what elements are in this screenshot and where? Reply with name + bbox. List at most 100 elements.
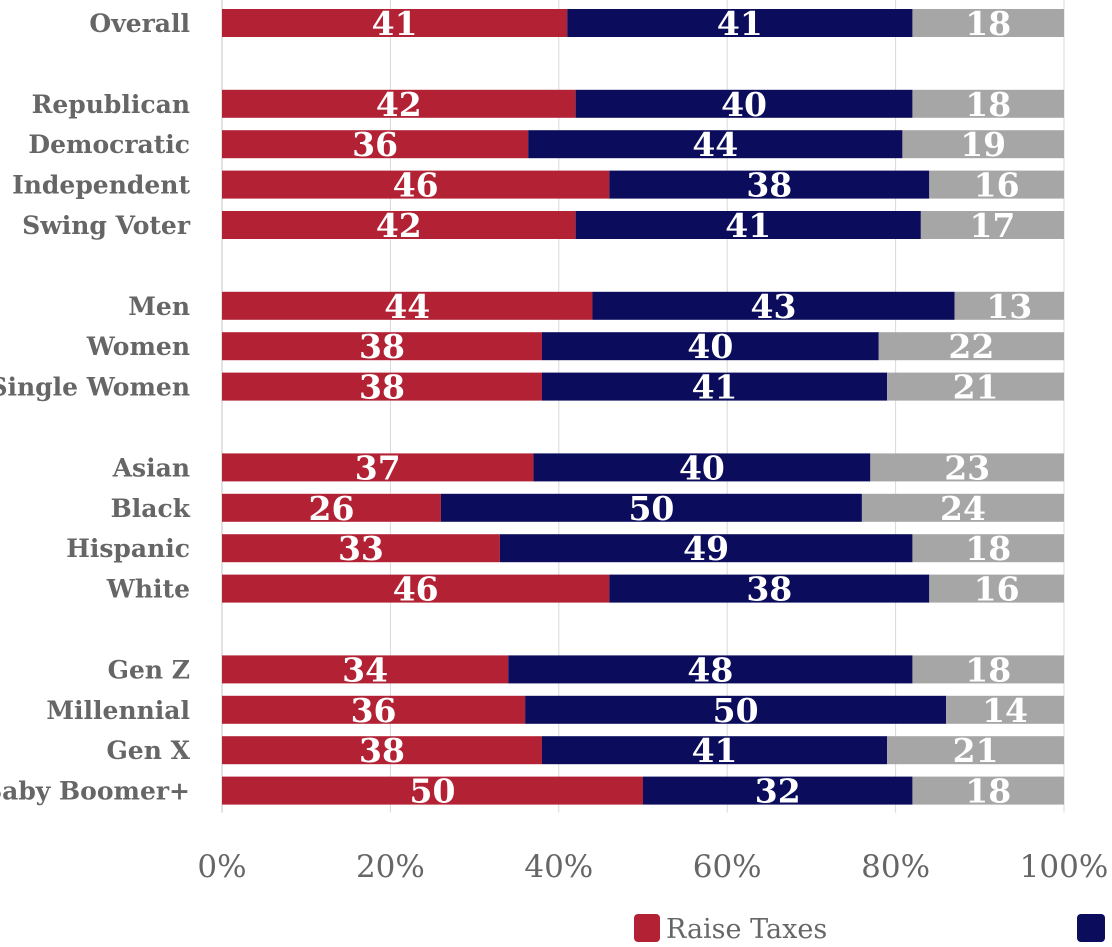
data-label: 41: [692, 731, 738, 770]
bar-segment: [222, 332, 542, 361]
x-tick-label: 40%: [524, 849, 593, 885]
category-label: Republican: [32, 90, 190, 119]
data-label: 46: [393, 570, 439, 609]
bar-segment: [912, 89, 1064, 118]
data-label: 42: [376, 85, 422, 124]
bar-segment: [222, 453, 534, 482]
data-label: 41: [372, 4, 418, 43]
bar-segment: [861, 493, 1064, 522]
bar-segment: [609, 574, 930, 603]
x-tick-label: 60%: [693, 849, 762, 885]
bar-segment: [541, 736, 888, 765]
bar-segment: [912, 655, 1064, 684]
bar-segment: [528, 130, 903, 159]
bar-segment: [567, 9, 913, 37]
bar-segment: [887, 736, 1064, 765]
bar-segment: [912, 9, 1064, 37]
data-label: 44: [384, 287, 430, 326]
category-label: Swing Voter: [22, 211, 191, 240]
bar-segment: [525, 695, 947, 724]
data-label: 18: [965, 529, 1011, 568]
data-label: 38: [359, 368, 405, 407]
data-label: 18: [965, 650, 1011, 689]
category-label: Democratic: [28, 130, 190, 159]
data-label: 46: [393, 166, 439, 205]
data-label: 18: [965, 4, 1011, 43]
data-label: 48: [687, 650, 733, 689]
bar-segment: [222, 89, 576, 118]
bar-segment: [222, 655, 509, 684]
data-label: 44: [692, 125, 738, 164]
data-label: 40: [679, 448, 725, 487]
bar-segment: [887, 372, 1064, 401]
bar-segment: [954, 291, 1064, 320]
data-label: 37: [355, 448, 401, 487]
data-label: 33: [338, 529, 384, 568]
bar-segment: [592, 291, 955, 320]
data-label: 40: [721, 85, 767, 124]
bar-segment: [222, 574, 610, 603]
data-label: 21: [953, 368, 999, 407]
bar-segment: [222, 736, 542, 765]
data-label: 13: [986, 287, 1032, 326]
data-label: 36: [351, 691, 397, 730]
data-label: 21: [953, 731, 999, 770]
bar-segment: [222, 493, 441, 522]
gridlines: [221, 0, 1065, 813]
data-label: 49: [683, 529, 729, 568]
bar-segment: [912, 776, 1064, 805]
category-label: Men: [128, 292, 190, 321]
category-label: White: [106, 575, 190, 604]
bar-segment: [508, 655, 913, 684]
data-label: 38: [359, 327, 405, 366]
bar-segment: [929, 170, 1064, 199]
legend-label: Raise Taxes: [666, 914, 827, 945]
bar-segment: [575, 89, 913, 118]
category-label: Millennial: [46, 696, 190, 725]
data-label: 19: [960, 125, 1006, 164]
bar-segment: [929, 574, 1064, 603]
bar-segment: [541, 372, 888, 401]
legend: Raise Taxes: [634, 914, 1105, 945]
x-tick-label: 100%: [1020, 849, 1109, 885]
bar-segment: [222, 291, 593, 320]
data-label: 16: [974, 166, 1020, 205]
category-label: Single Women: [0, 373, 190, 402]
bar-segment: [222, 9, 568, 37]
bar-segment: [222, 695, 526, 724]
bar-segment: [440, 493, 862, 522]
category-label: Asian: [112, 453, 190, 482]
bar-segment: [222, 372, 542, 401]
data-label: 32: [755, 772, 801, 811]
data-label: 14: [982, 691, 1028, 730]
data-label: 41: [725, 206, 771, 245]
data-label: 41: [717, 4, 763, 43]
bar-segment: [222, 534, 500, 563]
data-label: 34: [342, 650, 388, 689]
category-label: Independent: [12, 171, 190, 200]
category-label: Hispanic: [66, 534, 190, 563]
bar-segment: [609, 170, 930, 199]
bar-segment: [222, 776, 643, 805]
bar-segment: [499, 534, 913, 563]
bar-segment: [222, 211, 576, 239]
data-label: 38: [359, 731, 405, 770]
data-label: 24: [940, 489, 986, 528]
legend-swatch: [634, 914, 660, 942]
data-label: 16: [974, 570, 1020, 609]
x-tick-label: 0%: [197, 849, 246, 885]
data-label: 23: [944, 448, 990, 487]
data-label: 38: [746, 570, 792, 609]
bar-segment: [878, 332, 1064, 361]
data-label: 18: [965, 85, 1011, 124]
bar-segment: [575, 211, 921, 239]
x-tick-label: 80%: [861, 849, 930, 885]
bars: 41 41 18 42 40 18 36 44 19 46 38 16 42 41 17 44 43 13 38 40…: [222, 4, 1064, 811]
bar-segment: [222, 130, 529, 159]
data-label: 18: [965, 772, 1011, 811]
bar-segment: [920, 211, 1064, 239]
x-tick-label: 20%: [356, 849, 425, 885]
bar-segment: [533, 453, 871, 482]
category-label: Baby Boomer+: [0, 777, 190, 806]
category-labels: Overall Republican Democratic Independent Sw…: [0, 9, 191, 806]
